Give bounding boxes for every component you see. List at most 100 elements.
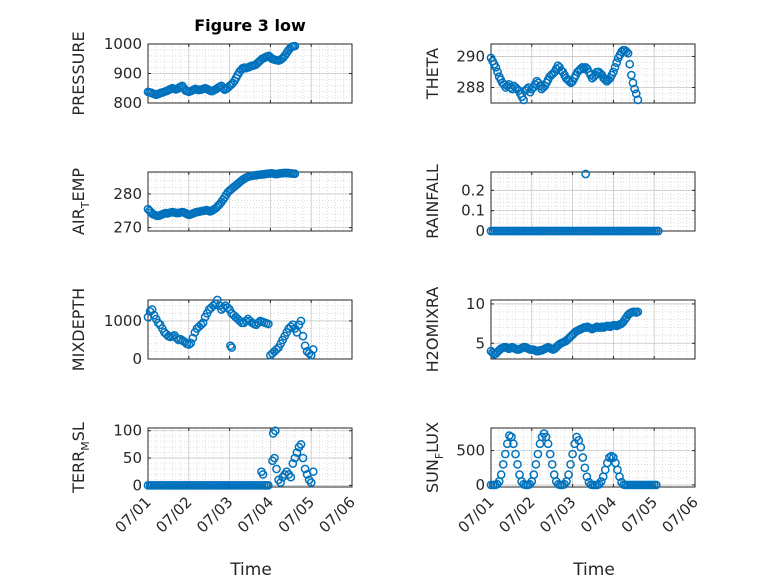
data-point <box>633 95 643 105</box>
y-axis-label: THETA <box>423 48 442 100</box>
data-point <box>308 345 318 354</box>
data-point <box>543 439 553 449</box>
data-point <box>223 303 232 312</box>
data-point <box>298 453 308 463</box>
data-point <box>186 338 196 348</box>
y-tick-label: 0 <box>132 476 142 494</box>
y-axis-label-main: TERR <box>69 451 88 494</box>
subplot-1: 800 900 1000 PRESSURE <box>69 31 353 116</box>
x-tick-label: 07/03 <box>536 493 579 536</box>
subplot-3: 270 280 AIRTEMP <box>69 168 353 237</box>
data-point <box>498 460 508 469</box>
y-tick-label: 0 <box>475 222 485 240</box>
y-tick-label: 1000 <box>104 312 142 330</box>
data-point <box>258 470 268 479</box>
data-point <box>491 62 501 72</box>
data-point <box>300 464 310 474</box>
x-tick-label: 07/01 <box>455 493 498 536</box>
data-point <box>651 480 661 490</box>
data-point <box>612 58 622 67</box>
data-point <box>549 470 559 480</box>
x-axis-label-right: Time <box>572 560 615 580</box>
data-point <box>286 322 296 331</box>
y-axis-label: RAINFALL <box>423 164 442 239</box>
axes-box <box>147 171 353 232</box>
y-axis-label-subscript: F <box>433 453 446 459</box>
x-tick-label: 07/01 <box>112 493 155 536</box>
data-point <box>568 449 577 459</box>
figure-title: Figure 3 low <box>194 16 306 35</box>
y-tick-label: 500 <box>456 442 485 460</box>
y-tick-label: 50 <box>123 449 142 467</box>
data-point <box>147 305 157 314</box>
data-point <box>623 48 633 58</box>
y-axis-label-main: H2OMIXRA <box>423 287 442 373</box>
y-tick-label: 900 <box>113 65 142 83</box>
data-point <box>627 70 636 80</box>
data-point <box>625 59 635 69</box>
data-point <box>292 328 302 337</box>
y-axis-label-main: RAINFALL <box>423 164 442 239</box>
data-point <box>633 307 643 317</box>
data-point <box>276 478 285 487</box>
subplot-4: 0 0.1 0.2 RAINFALL <box>423 164 696 240</box>
data-point <box>578 453 588 462</box>
y-tick-label: 800 <box>113 94 142 112</box>
y-axis-label: AIRTEMP <box>69 168 92 235</box>
y-tick-label: 0.2 <box>461 181 485 199</box>
data-point <box>306 478 316 487</box>
x-tick-label: 07/05 <box>275 493 318 536</box>
data-point <box>253 318 263 328</box>
axes-box <box>490 171 696 232</box>
data-point <box>300 341 310 351</box>
x-tick-label: 07/04 <box>234 493 277 536</box>
data-point <box>500 449 510 459</box>
y-axis-label-main: THETA <box>423 48 442 100</box>
axes-box <box>147 427 353 488</box>
data-point <box>290 453 300 463</box>
data-point <box>505 431 514 440</box>
data-point <box>296 316 306 326</box>
data-point <box>610 62 620 72</box>
data-point <box>208 301 218 311</box>
data-point <box>511 449 520 459</box>
x-tick-label: 07/06 <box>659 493 702 536</box>
data-point <box>153 318 163 328</box>
y-axis-label-rest: SL <box>69 422 88 441</box>
x-tick-label: 07/04 <box>577 493 620 536</box>
data-point <box>519 95 528 105</box>
data-point <box>615 472 624 482</box>
data-point <box>576 442 586 452</box>
data-point <box>607 451 616 461</box>
data-point <box>264 481 273 490</box>
data-point <box>196 320 206 330</box>
data-point <box>564 470 573 480</box>
data-point <box>272 464 281 474</box>
data-point <box>545 449 555 459</box>
data-point <box>609 453 618 462</box>
x-tick-label: 07/06 <box>316 493 359 536</box>
data-point <box>609 67 618 77</box>
data-point <box>270 453 279 463</box>
y-axis-label-main: PRESSURE <box>69 31 88 115</box>
y-axis-label: TERRMSL <box>69 422 92 494</box>
y-tick-label: 290 <box>456 47 485 65</box>
y-tick-label: 10 <box>466 295 485 313</box>
data-point <box>533 449 543 459</box>
data-point <box>502 439 512 449</box>
data-point <box>580 463 590 473</box>
axes-box <box>147 299 353 360</box>
y-axis-label-subscript: M <box>79 441 92 451</box>
data-point <box>272 345 281 354</box>
y-axis-label-rest: LUX <box>423 422 442 453</box>
y-tick-label: 1000 <box>104 35 142 53</box>
data-point <box>292 448 302 457</box>
axes-box <box>490 43 696 104</box>
data-point <box>566 460 575 469</box>
y-tick-label: 288 <box>456 78 485 96</box>
subplot-2: 288 290 THETA <box>423 43 696 105</box>
